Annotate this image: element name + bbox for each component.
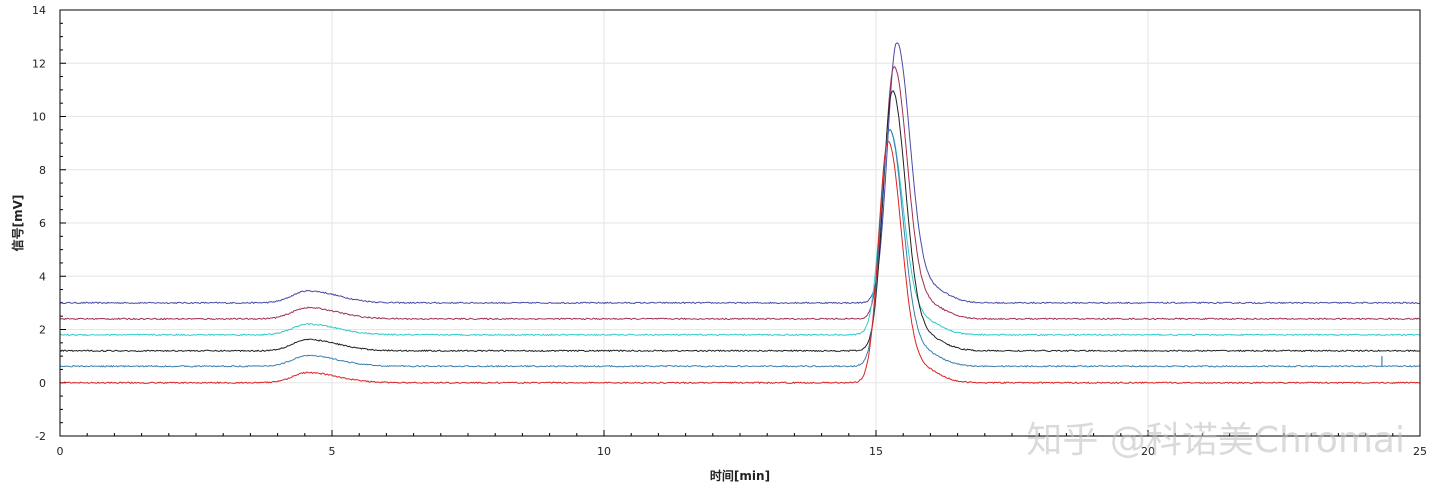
x-tick-label: 20: [1141, 445, 1155, 458]
y-tick-label: 2: [39, 324, 46, 337]
grid-lines: [59, 9, 1421, 437]
y-tick-label: 8: [39, 164, 46, 177]
x-tick-label: 25: [1413, 445, 1427, 458]
x-tick-label: 5: [329, 445, 336, 458]
series-line-6: [59, 140, 1421, 385]
y-tick-label: 10: [32, 111, 46, 124]
series-line-4: [59, 90, 1421, 353]
y-tick-labels: -2 0 2 4 6 8 10 12 14: [32, 4, 46, 443]
y-tick-label: 0: [39, 377, 46, 390]
series-layer: [59, 42, 1421, 385]
y-tick-label: 6: [39, 217, 46, 230]
x-axis-title: 时间[min]: [710, 468, 770, 483]
plot-frame: [59, 9, 1421, 437]
series-line-3: [59, 129, 1421, 337]
y-tick-label: 14: [32, 4, 46, 17]
series-line-5: [59, 128, 1421, 368]
x-tick-label: 15: [869, 445, 883, 458]
y-tick-label: 12: [32, 57, 46, 70]
y-tick-label: -2: [35, 430, 46, 443]
y-tick-label: 4: [39, 270, 46, 283]
x-tick-label: 10: [597, 445, 611, 458]
x-tick-labels: 0 5 10 15 20 25: [57, 445, 1428, 458]
x-tick-label: 0: [57, 445, 64, 458]
watermark-text: 知乎 @科诺美Chromai: [1026, 420, 1405, 461]
series-line-2: [59, 65, 1421, 321]
y-axis-title: 信号[mV]: [10, 195, 25, 252]
series-line-1: [59, 42, 1421, 305]
